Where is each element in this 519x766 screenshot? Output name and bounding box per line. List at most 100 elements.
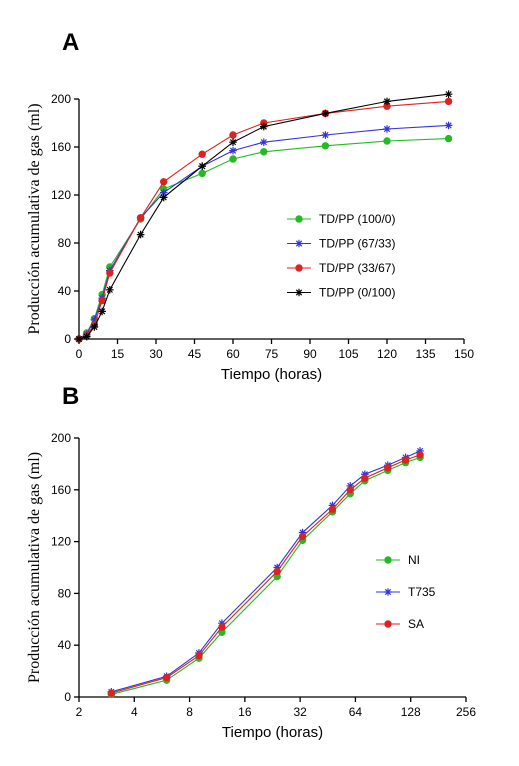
y-tick-label: 80	[58, 586, 72, 600]
chart-b: 2 4 8 16 32 64 128 256 0 40 80 120 160 200 Tiempo (hor…	[26, 431, 476, 741]
x-axis-title: Tiempo (horas)	[222, 724, 323, 741]
data-point	[346, 486, 354, 494]
data-point	[260, 148, 268, 156]
legend-item: NI	[376, 553, 420, 567]
y-axis-title: Producción acumulativa de gas (ml)	[26, 452, 43, 683]
x-tick-label: 30	[149, 347, 163, 361]
x-tick-label: 16	[238, 705, 252, 719]
x-tick-label: 4	[131, 705, 138, 719]
data-point	[160, 178, 168, 186]
data-point	[136, 230, 145, 239]
data-point	[98, 307, 106, 316]
legend-swatch-marker	[384, 556, 392, 564]
data-point	[321, 131, 330, 139]
data-point	[136, 214, 145, 222]
data-point	[444, 121, 453, 130]
data-point	[444, 90, 453, 98]
x-tick-label: 105	[338, 347, 358, 361]
data-point	[198, 169, 206, 178]
x-tick-label: 32	[293, 705, 307, 719]
data-point	[162, 673, 171, 682]
data-point	[444, 134, 453, 143]
legend-item: TD/PP (33/67)	[287, 261, 395, 275]
data-point	[416, 447, 424, 455]
x-tick-label: 0	[76, 347, 83, 361]
x-tick-label: 2	[76, 705, 83, 719]
legend-item: T735	[376, 585, 436, 599]
data-point	[198, 150, 206, 158]
legend-label: TD/PP (67/33)	[319, 237, 395, 251]
data-point	[383, 125, 391, 133]
data-point	[229, 155, 237, 163]
data-point	[198, 162, 206, 170]
x-tick-label: 256	[456, 705, 476, 719]
x-axis-title: Tiempo (horas)	[221, 366, 322, 383]
legend-item: SA	[376, 617, 424, 631]
series-1	[75, 134, 453, 343]
data-point	[218, 623, 226, 631]
y-tick-label: 160	[51, 140, 71, 154]
y-tick-label: 80	[58, 236, 72, 250]
legend-swatch-marker	[295, 239, 303, 248]
x-tick-label: 135	[415, 347, 435, 361]
y-tick-label: 200	[51, 92, 71, 106]
y-axis-title: Producción acumulativa de gas (ml)	[26, 103, 43, 334]
series-3	[75, 97, 453, 343]
data-point	[346, 482, 355, 490]
y-tick-label: 40	[58, 638, 72, 652]
x-tick-label: 150	[454, 347, 474, 361]
x-tick-label: 64	[349, 705, 363, 719]
legend-label: T735	[408, 585, 436, 599]
x-tick-label: 120	[377, 347, 397, 361]
y-tick-label: 0	[64, 690, 71, 704]
series-line	[78, 124, 449, 340]
data-point	[361, 474, 369, 482]
series-line	[111, 450, 421, 693]
data-point	[298, 532, 307, 541]
legend-label: SA	[408, 617, 424, 631]
legend-label: TD/PP (100/0)	[319, 212, 395, 226]
data-point	[106, 286, 114, 294]
data-point	[273, 567, 281, 576]
y-tick-label: 200	[51, 431, 71, 445]
data-point	[98, 296, 106, 305]
panel-a-label: A	[62, 29, 79, 56]
x-tick-label: 90	[303, 347, 317, 361]
data-point	[383, 97, 391, 106]
x-tick-label: 75	[265, 347, 279, 361]
x-tick-label: 45	[188, 347, 202, 361]
y-tick-label: 40	[58, 284, 72, 298]
data-point	[159, 193, 168, 202]
legend-swatch-marker	[295, 264, 303, 272]
series-3	[107, 451, 424, 697]
legend-item: TD/PP (100/0)	[287, 212, 395, 226]
data-point	[218, 619, 226, 627]
chart-a: 0 15 30 45 60 75 90 105 120 135 150 0 40 80 120 160 200 T…	[26, 90, 474, 383]
data-point	[260, 138, 268, 146]
y-tick-label: 120	[51, 535, 71, 549]
legend-label: TD/PP (0/100)	[319, 286, 395, 300]
data-point	[328, 501, 337, 510]
data-point	[328, 505, 337, 513]
legend-label: TD/PP (33/67)	[319, 261, 395, 275]
x-tick-label: 15	[111, 347, 125, 361]
legend-swatch-marker	[384, 620, 392, 628]
series-2	[107, 447, 424, 696]
legend-item: TD/PP (0/100)	[287, 286, 395, 300]
data-point	[75, 335, 83, 343]
data-point	[384, 464, 392, 472]
data-point	[273, 563, 281, 572]
data-point	[90, 316, 99, 324]
series-1	[107, 453, 424, 699]
legend: NI T735 SA	[376, 553, 436, 631]
data-point	[229, 146, 237, 155]
data-point	[106, 269, 114, 277]
data-point	[298, 528, 307, 537]
data-point	[82, 332, 91, 341]
series-line	[111, 454, 421, 694]
data-point	[229, 138, 237, 146]
y-tick-label: 160	[51, 483, 71, 497]
series-4	[75, 90, 453, 343]
data-point	[229, 131, 237, 139]
